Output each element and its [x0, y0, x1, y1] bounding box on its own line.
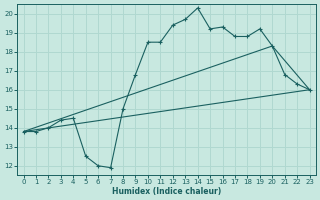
- X-axis label: Humidex (Indice chaleur): Humidex (Indice chaleur): [112, 187, 221, 196]
